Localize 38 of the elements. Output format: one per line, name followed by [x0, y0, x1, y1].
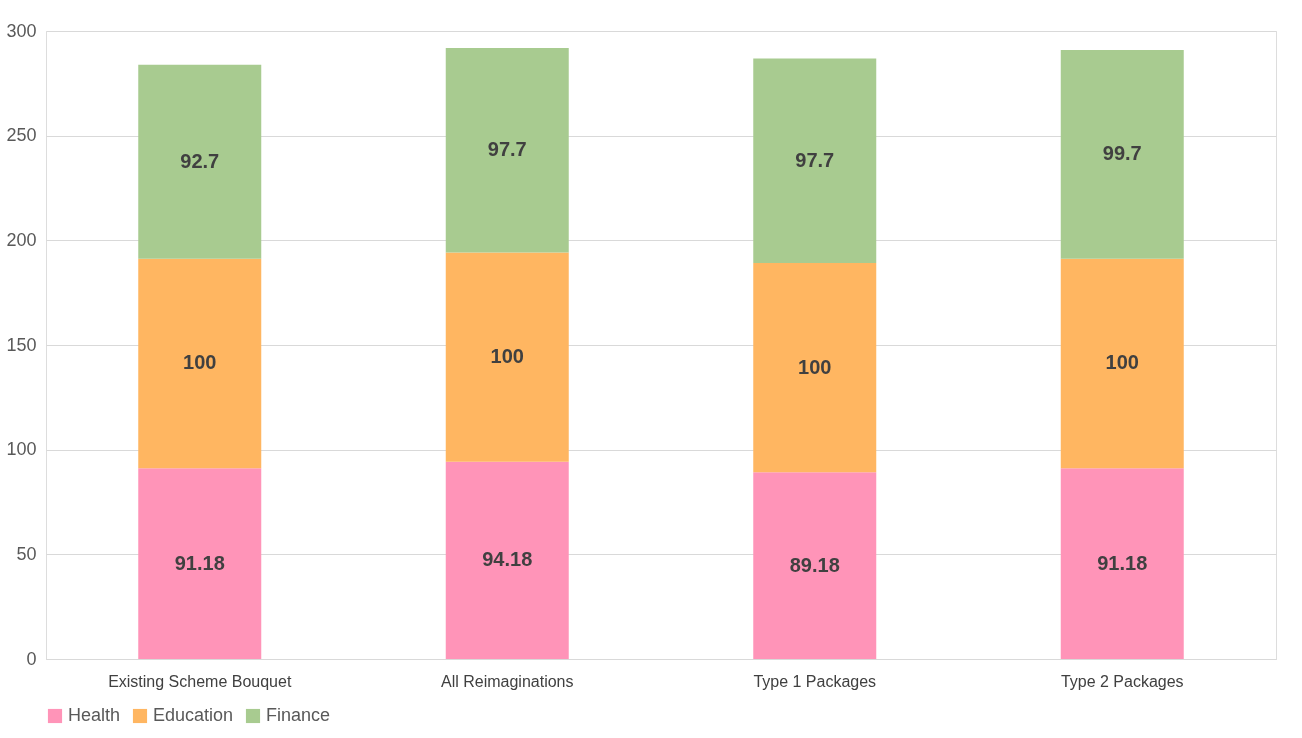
legend-label: Education	[153, 705, 234, 725]
x-tick-label: Type 1 Packages	[753, 672, 877, 690]
y-tick-label: 200	[6, 229, 37, 250]
y-tick-label: 100	[6, 439, 37, 460]
bar	[445, 252, 569, 462]
data-label: 100	[1105, 351, 1139, 374]
bar	[1060, 468, 1184, 659]
data-label: 94.18	[482, 548, 533, 571]
x-tick-label: Type 2 Packages	[1060, 672, 1184, 690]
y-tick-label: 0	[26, 648, 37, 669]
data-label: 100	[798, 355, 832, 378]
x-tick-label: Existing Scheme Bouquet	[108, 672, 292, 690]
bar	[753, 262, 877, 473]
y-tick-label: 50	[16, 543, 37, 564]
data-label: 97.7	[487, 138, 527, 161]
data-label: 91.18	[1097, 551, 1148, 574]
bar	[1060, 258, 1184, 469]
bar	[753, 58, 877, 263]
y-tick-label: 250	[6, 125, 37, 146]
y-tick-label: 300	[6, 20, 37, 41]
bar	[445, 48, 569, 253]
bar	[753, 472, 877, 659]
x-tick-label: All Reimaginations	[440, 672, 574, 690]
data-label: 92.7	[180, 149, 220, 172]
data-label: 97.7	[795, 148, 835, 171]
y-tick-label: 150	[6, 334, 37, 355]
bar	[138, 258, 262, 469]
bar	[1060, 50, 1184, 259]
data-label: 100	[490, 345, 524, 368]
legend-label: Health	[68, 705, 121, 725]
data-label: 100	[183, 351, 217, 374]
data-label: 99.7	[1102, 142, 1142, 165]
legend-label: Finance	[266, 705, 331, 725]
data-label: 89.18	[789, 553, 840, 576]
bar	[445, 461, 569, 659]
bar	[138, 64, 262, 259]
bar	[138, 468, 262, 659]
data-label: 91.18	[174, 551, 225, 574]
